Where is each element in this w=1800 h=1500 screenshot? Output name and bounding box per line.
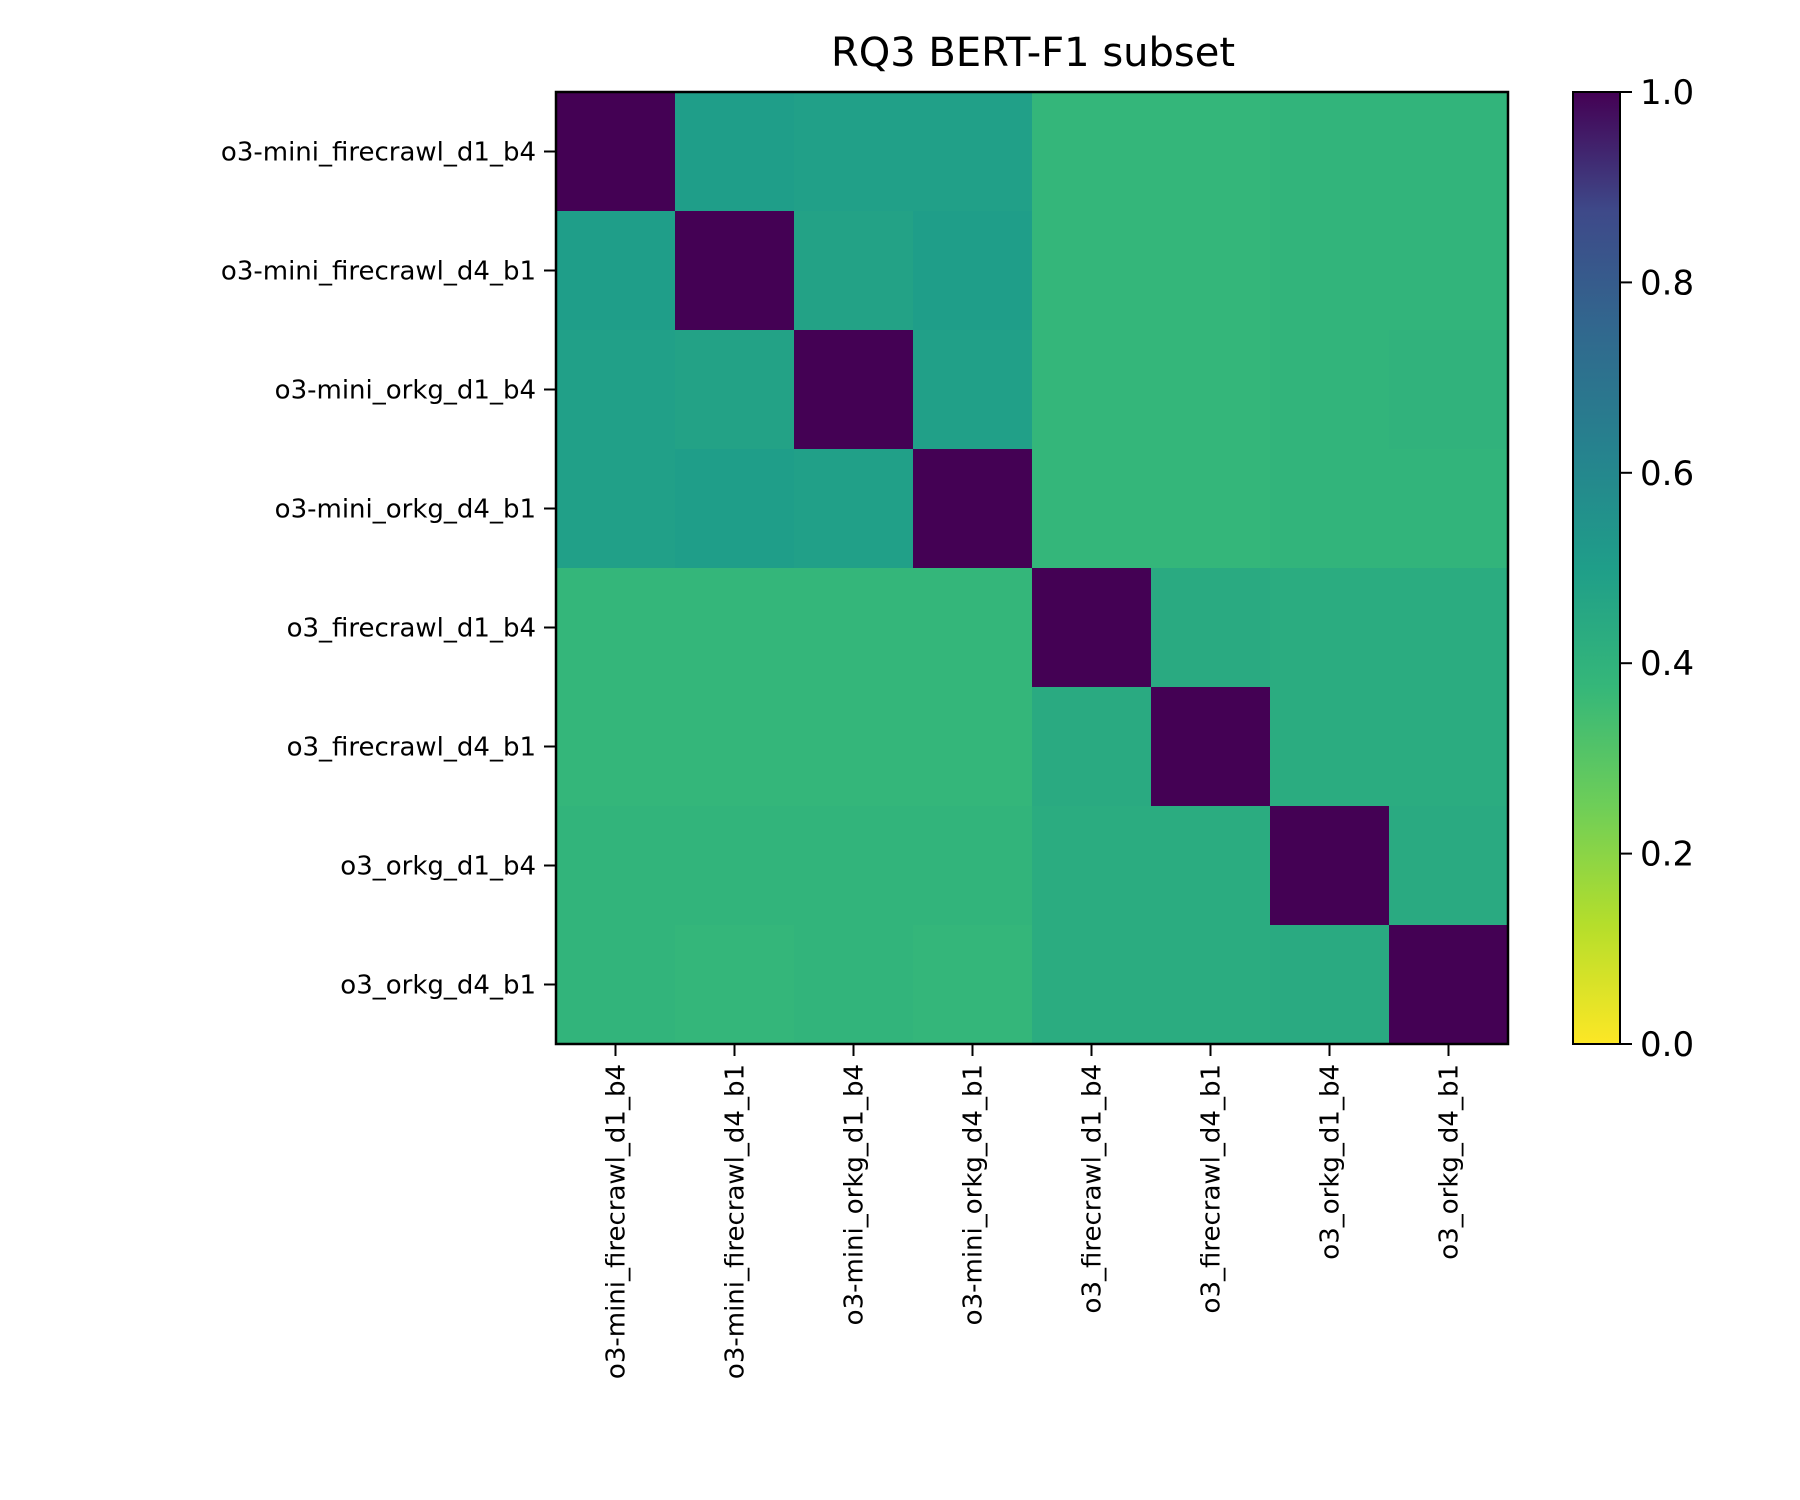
colorbar-tick-label: 0.2	[1640, 835, 1694, 875]
plot-frame	[554, 90, 1510, 1046]
heatmap-cell-5-0	[556, 687, 676, 807]
heatmap-cell-0-4	[1032, 92, 1152, 212]
colorbar-tick-label: 0.6	[1640, 454, 1694, 494]
heatmap-cell-6-7	[1389, 806, 1509, 926]
y-tick-label: o3-mini_firecrawl_d1_b4	[221, 138, 536, 168]
x-tick-label: o3-mini_firecrawl_d4_b1	[721, 1064, 751, 1379]
heatmap-cell-1-4	[1032, 211, 1152, 331]
colorbar-tick-label: 0.0	[1640, 1025, 1694, 1065]
x-tick-label: o3_firecrawl_d4_b1	[1197, 1064, 1227, 1313]
heatmap-cell-1-0	[556, 211, 676, 331]
heatmap-cell-4-3	[913, 568, 1033, 688]
heatmap-cell-4-6	[1270, 568, 1390, 688]
heatmap-cell-3-6	[1270, 449, 1390, 569]
heatmap-cell-6-0	[556, 806, 676, 926]
heatmap-cell-6-1	[675, 806, 795, 926]
y-tick-label: o3_firecrawl_d1_b4	[287, 614, 536, 644]
chart-title: RQ3 BERT-F1 subset	[831, 30, 1235, 76]
heatmap-cell-3-5	[1151, 449, 1271, 569]
heatmap-cell-7-5	[1151, 925, 1271, 1045]
heatmap-cell-0-0	[556, 92, 676, 212]
heatmap-cell-1-2	[794, 211, 914, 331]
colorbar	[1572, 91, 1621, 1045]
y-axis: o3-mini_firecrawl_d1_b4 o3-mini_firecrawl…	[221, 138, 556, 1001]
heatmap-cell-7-1	[675, 925, 795, 1045]
heatmap-cell-7-3	[913, 925, 1033, 1045]
x-tick-label: o3_orkg_d4_b1	[1435, 1064, 1465, 1260]
heatmap-cell-6-2	[794, 806, 914, 926]
heatmap-cell-6-5	[1151, 806, 1271, 926]
heatmap-cell-2-2	[794, 330, 914, 450]
heatmap-cell-7-0	[556, 925, 676, 1045]
heatmap-cell-4-1	[675, 568, 795, 688]
x-tick-label: o3_firecrawl_d1_b4	[1078, 1064, 1108, 1313]
colorbar-tick-label: 0.8	[1640, 263, 1694, 303]
heatmap-cell-0-5	[1151, 92, 1271, 212]
heatmap-cell-7-4	[1032, 925, 1152, 1045]
y-tick-label: o3_orkg_d1_b4	[340, 852, 536, 882]
heatmap-cell-5-3	[913, 687, 1033, 807]
heatmap-cell-2-5	[1151, 330, 1271, 450]
x-axis: o3-mini_firecrawl_d1_b4 o3-mini_firecrawl…	[602, 1044, 1465, 1379]
heatmap-cell-7-2	[794, 925, 914, 1045]
x-tick-label: o3-mini_orkg_d1_b4	[840, 1064, 870, 1325]
heatmap-cell-1-3	[913, 211, 1033, 331]
heatmap-cell-4-4	[1032, 568, 1152, 688]
heatmap-cell-0-7	[1389, 92, 1509, 212]
heatmap-cell-6-6	[1270, 806, 1390, 926]
heatmap-cell-0-6	[1270, 92, 1390, 212]
heatmap-cell-2-0	[556, 330, 676, 450]
heatmap-cell-2-3	[913, 330, 1033, 450]
heatmap-cell-5-7	[1389, 687, 1509, 807]
heatmap-cell-4-2	[794, 568, 914, 688]
heatmap-cell-4-5	[1151, 568, 1271, 688]
heatmap-cell-3-7	[1389, 449, 1509, 569]
heatmap-cell-5-5	[1151, 687, 1271, 807]
heatmap-cell-2-7	[1389, 330, 1509, 450]
heatmap-cell-5-6	[1270, 687, 1390, 807]
heatmap-cell-4-7	[1389, 568, 1509, 688]
heatmap-cell-0-2	[794, 92, 914, 212]
heatmap-cell-3-2	[794, 449, 914, 569]
y-tick-label: o3-mini_orkg_d4_b1	[275, 495, 536, 525]
heatmap-cell-1-1	[675, 211, 795, 331]
heatmap-cell-0-3	[913, 92, 1033, 212]
x-tick-label: o3-mini_orkg_d4_b1	[959, 1064, 989, 1325]
colorbar-tick-label: 0.4	[1640, 644, 1694, 684]
heatmap-cell-5-2	[794, 687, 914, 807]
heatmap-cell-1-6	[1270, 211, 1390, 331]
heatmap-cell-1-5	[1151, 211, 1271, 331]
heatmap-cell-7-6	[1270, 925, 1390, 1045]
heatmap-cells	[556, 92, 1509, 1045]
y-tick-label: o3-mini_orkg_d1_b4	[275, 376, 536, 406]
heatmap-cell-6-3	[913, 806, 1033, 926]
x-tick-label: o3_orkg_d1_b4	[1316, 1064, 1346, 1260]
heatmap-cell-6-4	[1032, 806, 1152, 926]
y-tick-label: o3-mini_firecrawl_d4_b1	[221, 257, 536, 287]
heatmap-cell-3-0	[556, 449, 676, 569]
heatmap-cell-5-1	[675, 687, 795, 807]
heatmap-cell-2-4	[1032, 330, 1152, 450]
heatmap-cell-4-0	[556, 568, 676, 688]
heatmap-cell-3-1	[675, 449, 795, 569]
heatmap-cell-1-7	[1389, 211, 1509, 331]
heatmap-cell-0-1	[675, 92, 795, 212]
y-tick-label: o3_firecrawl_d4_b1	[287, 733, 536, 763]
heatmap-cell-5-4	[1032, 687, 1152, 807]
y-tick-label: o3_orkg_d4_b1	[340, 971, 536, 1001]
heatmap-cell-3-3	[913, 449, 1033, 569]
colorbar-axis: 0.0 0.2 0.4 0.6 0.8 1.0	[1620, 73, 1694, 1065]
x-tick-label: o3-mini_firecrawl_d1_b4	[602, 1064, 632, 1379]
heatmap-cell-3-4	[1032, 449, 1152, 569]
heatmap-cell-2-1	[675, 330, 795, 450]
heatmap-cell-7-7	[1389, 925, 1509, 1045]
heatmap-cell-2-6	[1270, 330, 1390, 450]
colorbar-tick-label: 1.0	[1640, 73, 1694, 113]
